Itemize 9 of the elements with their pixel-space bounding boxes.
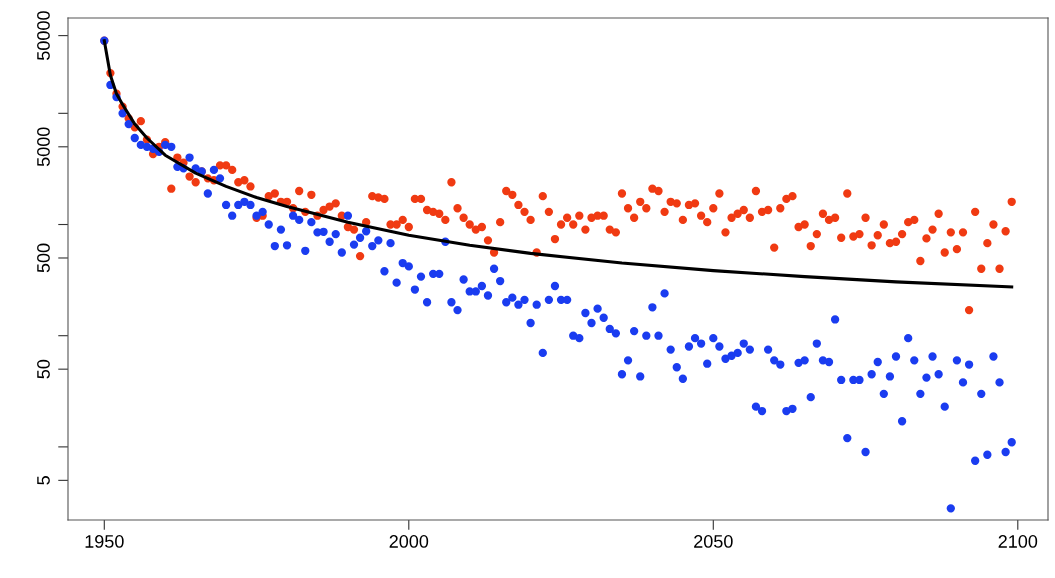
x-tick-label: 1950: [85, 535, 124, 548]
y-tick-label: 50000: [37, 11, 50, 60]
x-tick-label: 2000: [389, 535, 429, 548]
y-tick-label: 500: [37, 243, 50, 273]
y-tick-label: 5000: [37, 127, 50, 167]
y-tick-label: 5: [37, 476, 50, 485]
y-tick-label: 50: [37, 359, 50, 379]
x-tick-label: 2050: [694, 535, 733, 548]
x-tick-label: 2100: [998, 535, 1038, 548]
